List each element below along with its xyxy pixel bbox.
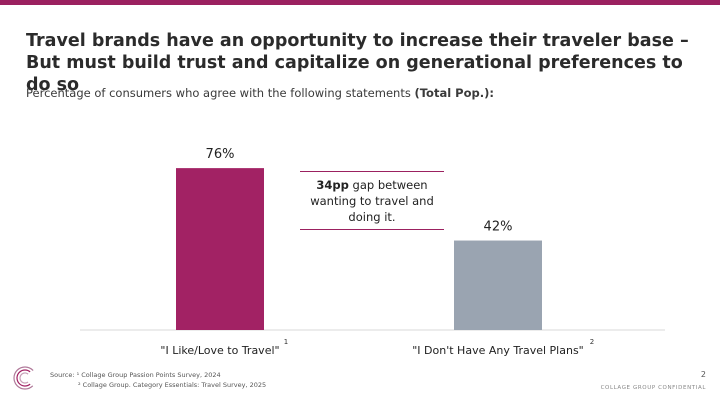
gap-callout: 34pp gap between wanting to travel and d… bbox=[300, 177, 444, 225]
slide-subtitle: Percentage of consumers who agree with t… bbox=[26, 86, 696, 100]
subtitle-text: Percentage of consumers who agree with t… bbox=[26, 86, 415, 100]
page-number: 2 bbox=[700, 370, 706, 379]
bar-0 bbox=[176, 168, 264, 330]
data-label-1: 42% bbox=[484, 220, 513, 235]
category-superscript-0: 1 bbox=[284, 338, 288, 346]
subtitle-emphasis: (Total Pop.): bbox=[414, 86, 494, 100]
source-label: Source: bbox=[50, 371, 75, 379]
bar-chart: 76% "I Like/Love to Travel" 1 42% "I Don't H… bbox=[80, 147, 665, 357]
source-notes: Source: ¹ Collage Group Passion Points S… bbox=[50, 370, 266, 390]
category-label-0: "I Like/Love to Travel" bbox=[160, 344, 279, 357]
confidential-label: COLLAGE GROUP CONFIDENTIAL bbox=[600, 385, 706, 391]
top-accent-bar bbox=[0, 0, 720, 5]
callout-bottom-line bbox=[300, 229, 444, 230]
collage-logo-icon bbox=[13, 366, 37, 390]
callout-text: gap between wanting to travel and doing … bbox=[310, 178, 434, 224]
bar-1 bbox=[454, 240, 542, 330]
source-note-1: ¹ Collage Group Passion Points Survey, 2… bbox=[76, 371, 221, 379]
callout-top-line bbox=[300, 171, 444, 172]
category-label-1: "I Don't Have Any Travel Plans" bbox=[412, 344, 583, 357]
callout-bold: 34pp bbox=[316, 178, 349, 192]
data-label-0: 76% bbox=[206, 147, 235, 162]
slide-title: Travel brands have an opportunity to inc… bbox=[26, 31, 689, 95]
category-superscript-1: 2 bbox=[590, 338, 594, 346]
source-note-2: ² Collage Group. Category Essentials: Tr… bbox=[78, 381, 267, 389]
